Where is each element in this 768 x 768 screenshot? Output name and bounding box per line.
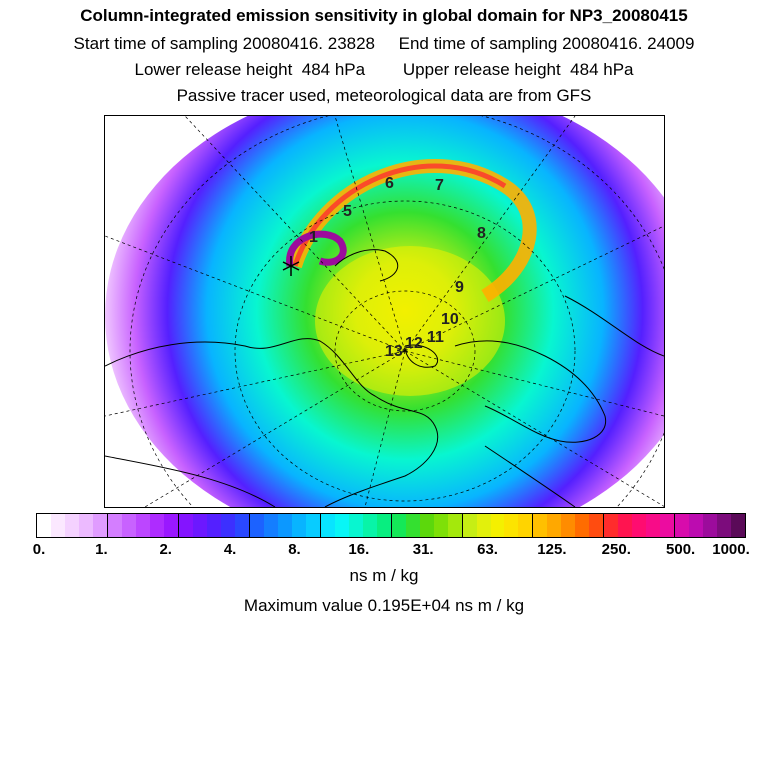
colorbar-swatch [163,514,179,537]
traj-label: 13 [385,343,403,360]
traj-label: 12 [405,335,423,352]
colorbar-swatch [263,514,278,537]
colorbar-swatch [490,514,505,537]
sampling-times: Start time of sampling 20080416. 23828 E… [73,34,695,53]
colorbar-swatch [504,514,519,537]
map-svg: 1 5 6 7 8 9 10 11 12 13 [105,116,664,507]
colorbar-swatch [646,514,661,537]
colorbar-swatch [731,514,746,537]
colorbar-tick-labels: 0. 1. 2. 4. 8. 16. 31. 63. 125. 250. 500. 1000. [0,541,768,561]
colorbar-swatch [618,514,633,537]
colorbar-tick-label: 4. [223,541,237,558]
colorbar-swatch [391,514,406,537]
graticule [105,116,664,507]
colorbar-tick-label: 250. [601,541,631,558]
colorbar-swatch [632,514,647,537]
colorbar-tick-label: 0. [32,541,46,558]
colorbar-swatch [405,514,420,537]
colorbar-tick-label: 8. [288,541,301,558]
colorbar-tick-label: 2. [159,541,172,558]
colorbar-swatch [703,514,718,537]
high-sensitivity-core [315,246,505,396]
colorbar-swatch [234,514,250,537]
colorbar-tick-label: 16. [348,541,370,558]
coastlines [105,249,664,507]
colorbar-swatch [447,514,463,537]
traj-label: 11 [427,329,444,346]
traj-label: 9 [455,279,464,296]
colorbar-swatch [689,514,704,537]
colorbar-swatch [291,514,306,537]
colorbar-swatch [717,514,732,537]
colorbar-swatch [320,514,335,537]
colorbar-swatch [675,514,690,537]
release-heights: Lower release height 484 hPa Upper relea… [134,60,634,79]
colorbar-units: ns m / kg [349,566,419,585]
traj-label: 5 [343,203,352,220]
colorbar-swatch [547,514,562,537]
colorbar-swatch [604,514,619,537]
traj-label: 7 [435,177,444,194]
release-loop [286,230,347,267]
colorbar-swatch [476,514,491,537]
colorbar-swatch [92,514,108,537]
colorbar-swatch [362,514,377,537]
colorbar-swatch [348,514,363,537]
trajectory-labels: 1 5 6 7 8 9 10 11 12 13 [309,175,486,360]
colorbar-swatch [50,514,65,537]
colorbar-swatch [107,514,122,537]
colorbar-swatch [149,514,164,537]
colorbar-swatch [206,514,221,537]
colorbar-tick-label: 1. [95,541,108,558]
colorbar-swatch [561,514,576,537]
colorbar-swatch [334,514,349,537]
colorbar-swatch [78,514,93,537]
colorbar-swatch [419,514,434,537]
traj-label: 1 [309,229,318,246]
colorbar-swatch [305,514,321,537]
colorbar-swatch [135,514,150,537]
colorbar-tick-label: 31. [412,541,434,558]
colorbar-swatch [575,514,590,537]
traj-label: 8 [477,225,486,242]
traj-label: 6 [385,175,394,192]
traj-label: 10 [441,311,459,328]
colorbar-tick-label: 500. [666,541,696,558]
colorbar-swatch [518,514,534,537]
maximum-value: Maximum value 0.195E+04 ns m / kg [243,596,525,615]
colorbar-tick-label: 125. [537,541,567,558]
colorbar-swatch [533,514,548,537]
colorbar-swatch [37,514,51,537]
colorbar-swatch [277,514,292,537]
colorbar-swatch [376,514,392,537]
colorbar-swatch [178,514,193,537]
colorbar-tick-label: 63. [477,541,498,558]
colorbar-swatch [249,514,264,537]
colorbar-swatch [462,514,477,537]
emission-sensitivity-map: 1 5 6 7 8 9 10 11 12 13 [104,115,665,508]
colorbar-swatch [64,514,79,537]
release-star-icon [282,256,300,276]
colorbar-swatch [220,514,235,537]
figure-title: Column-integrated emission sensitivity i… [80,6,688,25]
colorbar [36,513,746,538]
colorbar-swatch [121,514,136,537]
colorbar-swatch [433,514,448,537]
colorbar-swatch [192,514,207,537]
colorbar-tick-label: 1000. [712,541,750,558]
colorbar-swatch [589,514,605,537]
colorbar-swatch [660,514,676,537]
tracer-note: Passive tracer used, meteorological data… [176,86,592,105]
